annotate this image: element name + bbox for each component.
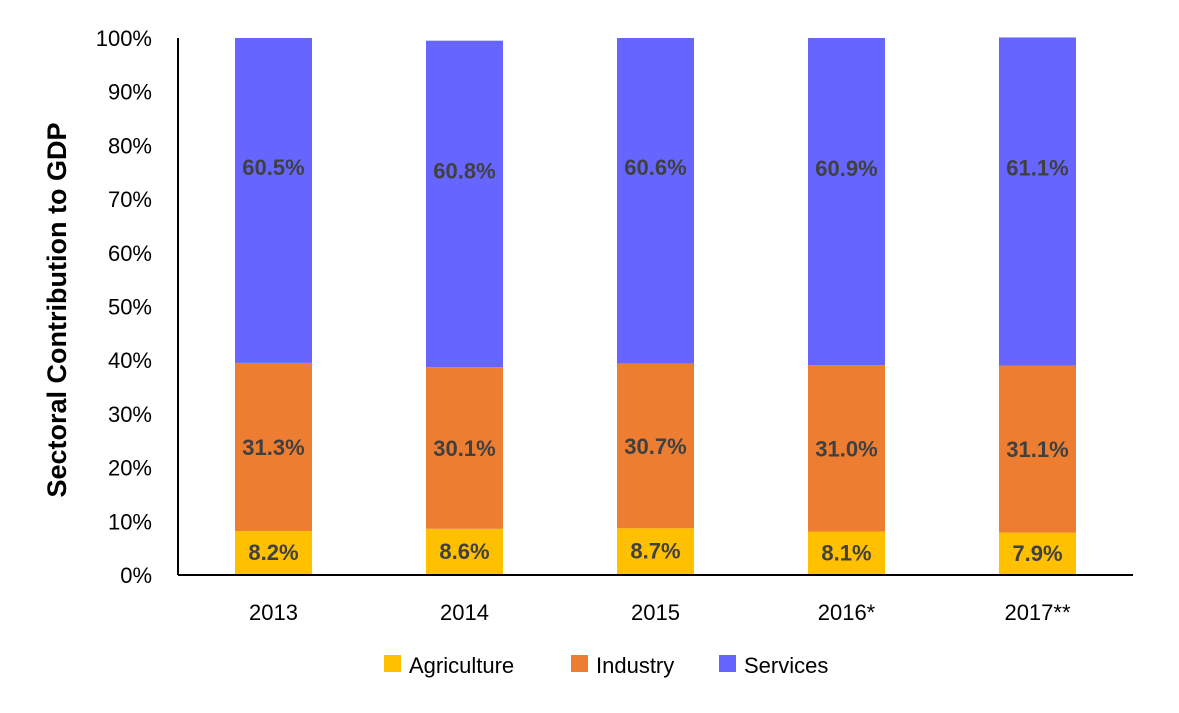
data-label-industry-4: 31.1% xyxy=(1006,437,1068,462)
y-axis-label: Sectoral Contribution to GDP xyxy=(42,123,72,498)
bar-agriculture-2 xyxy=(617,528,694,575)
y-tick-label: 90% xyxy=(108,80,152,105)
data-label-services-3: 60.9% xyxy=(815,156,877,181)
y-tick-label: 80% xyxy=(108,133,152,158)
bar-industry-2 xyxy=(617,363,694,529)
y-tick-label: 20% xyxy=(108,456,152,481)
y-tick-label: 10% xyxy=(108,509,152,534)
y-tick-labels: 0% 10% 20% 30% 40% 50% 60% 70% 80% 90% 100% xyxy=(96,26,152,588)
x-tick-label: 2016* xyxy=(818,600,876,625)
data-label-industry-0: 31.3% xyxy=(242,435,304,460)
y-tick-label: 0% xyxy=(120,563,152,588)
data-label-services-0: 60.5% xyxy=(242,155,304,180)
x-tick-label: 2013 xyxy=(249,600,298,625)
data-label-services-4: 61.1% xyxy=(1006,156,1068,181)
bar-industry-4 xyxy=(999,365,1076,533)
legend-swatch-industry xyxy=(571,655,588,672)
x-tick-label: 2014 xyxy=(440,600,489,625)
legend-swatch-agriculture xyxy=(384,655,401,672)
legend: Agriculture Industry Services xyxy=(384,653,828,678)
y-tick-label: 60% xyxy=(108,241,152,266)
data-label-industry-2: 30.7% xyxy=(624,434,686,459)
bar-industry-1 xyxy=(426,367,503,529)
bar-industry-0 xyxy=(235,362,312,531)
data-label-industry-3: 31.0% xyxy=(815,436,877,461)
data-label-agriculture-3: 8.1% xyxy=(821,540,871,565)
y-tick-label: 40% xyxy=(108,348,152,373)
legend-label-industry: Industry xyxy=(596,653,674,678)
y-tick-label: 70% xyxy=(108,187,152,212)
data-label-industry-1: 30.1% xyxy=(433,436,495,461)
bar-industry-3 xyxy=(808,365,885,532)
bar-services-2 xyxy=(617,38,694,364)
data-label-agriculture-4: 7.9% xyxy=(1012,541,1062,566)
x-tick-label: 2015 xyxy=(631,600,680,625)
y-tick-label: 30% xyxy=(108,402,152,427)
bar-services-1 xyxy=(426,40,503,368)
data-label-services-1: 60.8% xyxy=(433,158,495,183)
legend-label-services: Services xyxy=(744,653,828,678)
y-tick-label: 100% xyxy=(96,26,152,51)
bar-services-4 xyxy=(999,37,1076,366)
bars-group: 8.2% 31.3% 60.5% 8.6% 30.1% 60.8% 8.7% 30.7% 60.… xyxy=(235,37,1076,575)
bar-agriculture-4 xyxy=(999,532,1076,575)
x-tick-labels: 2013 2014 2015 2016* 2017** xyxy=(249,600,1071,625)
bar-services-0 xyxy=(235,38,312,363)
legend-label-agriculture: Agriculture xyxy=(409,653,514,678)
data-label-agriculture-1: 8.6% xyxy=(439,539,489,564)
legend-swatch-services xyxy=(719,655,736,672)
bar-services-3 xyxy=(808,38,885,366)
data-label-agriculture-0: 8.2% xyxy=(248,540,298,565)
data-label-services-2: 60.6% xyxy=(624,155,686,180)
y-tick-label: 50% xyxy=(108,295,152,320)
bar-agriculture-0 xyxy=(235,530,312,575)
bar-agriculture-3 xyxy=(808,531,885,575)
bar-agriculture-1 xyxy=(426,528,503,575)
x-tick-label: 2017** xyxy=(1004,600,1071,625)
axes xyxy=(177,38,1133,576)
data-label-agriculture-2: 8.7% xyxy=(630,539,680,564)
